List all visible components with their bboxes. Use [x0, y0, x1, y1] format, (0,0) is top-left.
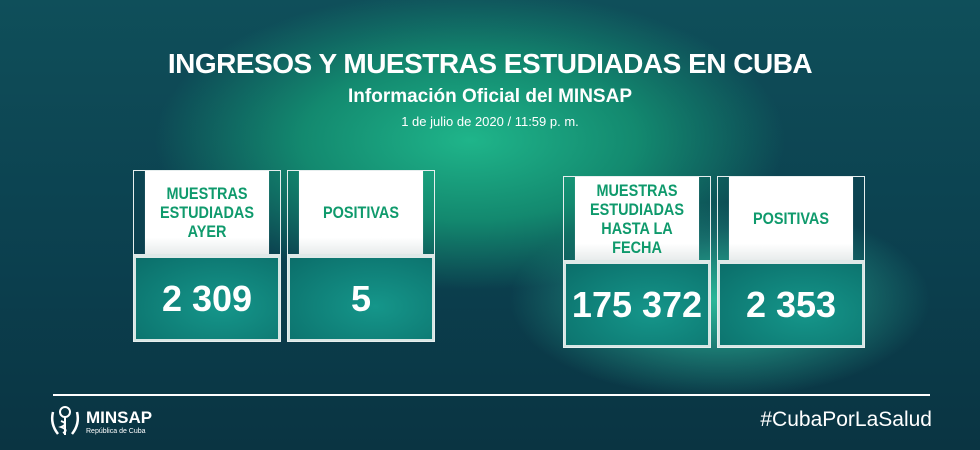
date-stamp: 1 de julio de 2020 / 11:59 p. m.: [401, 114, 579, 129]
logo-subtitle: República de Cuba: [86, 427, 146, 435]
card-positivas-total: POSITIVAS 2 353: [717, 176, 865, 348]
divider: [53, 394, 930, 396]
card-label: MUESTRAS ESTUDIADAS HASTA LA FECHA: [574, 177, 700, 260]
hashtag: #CubaPorLaSalud: [760, 408, 932, 431]
card-value: 2 353: [718, 260, 864, 347]
card-label: MUESTRAS ESTUDIADAS AYER: [144, 171, 270, 254]
card-value: 5: [288, 254, 434, 341]
card-muestras-total: MUESTRAS ESTUDIADAS HASTA LA FECHA 175 3…: [563, 176, 711, 348]
caduceus-emblem-icon: [50, 406, 80, 435]
minsap-logo: MINSAP República de Cuba: [48, 404, 152, 438]
card-label: POSITIVAS: [728, 177, 854, 260]
card-label: POSITIVAS: [298, 171, 424, 254]
logo-name: MINSAP: [86, 407, 153, 427]
card-value: 2 309: [134, 254, 280, 341]
card-value: 175 372: [564, 260, 710, 347]
card-muestras-ayer: MUESTRAS ESTUDIADAS AYER 2 309: [133, 170, 281, 342]
subtitle: Información Oficial del MINSAP: [348, 86, 632, 107]
card-positivas-ayer: POSITIVAS 5: [287, 170, 435, 342]
page-title: INGRESOS Y MUESTRAS ESTUDIADAS EN CUBA: [167, 48, 813, 79]
